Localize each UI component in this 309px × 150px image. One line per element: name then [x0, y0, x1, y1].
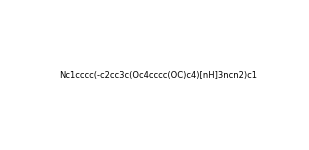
- Text: Nc1cccc(-c2cc3c(Oc4cccc(OC)c4)[nH]3ncn2)c1: Nc1cccc(-c2cc3c(Oc4cccc(OC)c4)[nH]3ncn2)…: [59, 71, 257, 80]
